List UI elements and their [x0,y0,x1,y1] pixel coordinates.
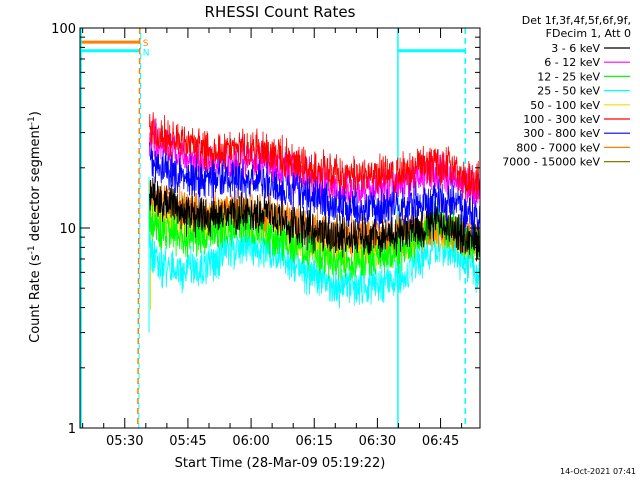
x-tick-label: 06:15 [296,434,333,449]
plot-area: SN [79,27,481,429]
legend-label: 300 - 800 keV [523,127,600,140]
legend-label: 7000 - 15000 keV [502,156,600,169]
series-trace-5 [149,112,480,203]
legend-label: 100 - 300 keV [523,113,600,126]
x-tick-label: 06:30 [359,434,396,449]
footer-timestamp: 14-Oct-2021 07:41 [560,467,636,476]
orange-dashed-marker [137,28,141,428]
legend-label: 800 - 7000 keV [516,141,600,154]
legend-label: 50 - 100 keV [530,99,600,112]
legend-label: 12 - 25 keV [537,70,600,83]
legend-label: 3 - 6 keV [551,42,600,55]
x-tick-label: 06:00 [232,434,269,449]
legend-header-line-1: Det 1f,3f,4f,5f,6f,9f, [522,14,631,27]
y-tick-label: 100 [51,22,76,37]
y-tick-label: 1 [68,422,76,437]
chart-title: RHESSI Count Rates [205,3,356,21]
series-trace-3 [149,224,480,309]
x-axis: 05:30 05:45 06:00 06:15 06:30 06:45 [82,28,463,449]
x-tick-label: 05:45 [169,434,206,449]
legend: Det 1f,3f,4f,5f,6f,9f, FDecim 1, Att 0 3… [502,14,631,169]
x-tick-label: 05:30 [106,434,143,449]
flag-s: S [143,39,149,49]
legend-label: 25 - 50 keV [537,85,600,98]
legend-label: 6 - 12 keV [544,56,600,69]
legend-header-line-2: FDecim 1, Att 0 [546,27,631,40]
y-axis-label: Count Rate (s-1 detector segment-1) [27,111,43,343]
x-axis-label: Start Time (28-Mar-09 05:19:22) [175,456,386,471]
x-tick-label: 06:45 [422,434,459,449]
plot-data: SN [80,28,480,428]
series-trace-6 [149,142,480,238]
flag-n: N [143,49,150,59]
series-trace-0 [149,176,480,262]
y-axis: 1 10 100 [51,22,480,437]
y-tick-label: 10 [59,222,76,237]
cyan-dashed-marker [138,28,142,428]
